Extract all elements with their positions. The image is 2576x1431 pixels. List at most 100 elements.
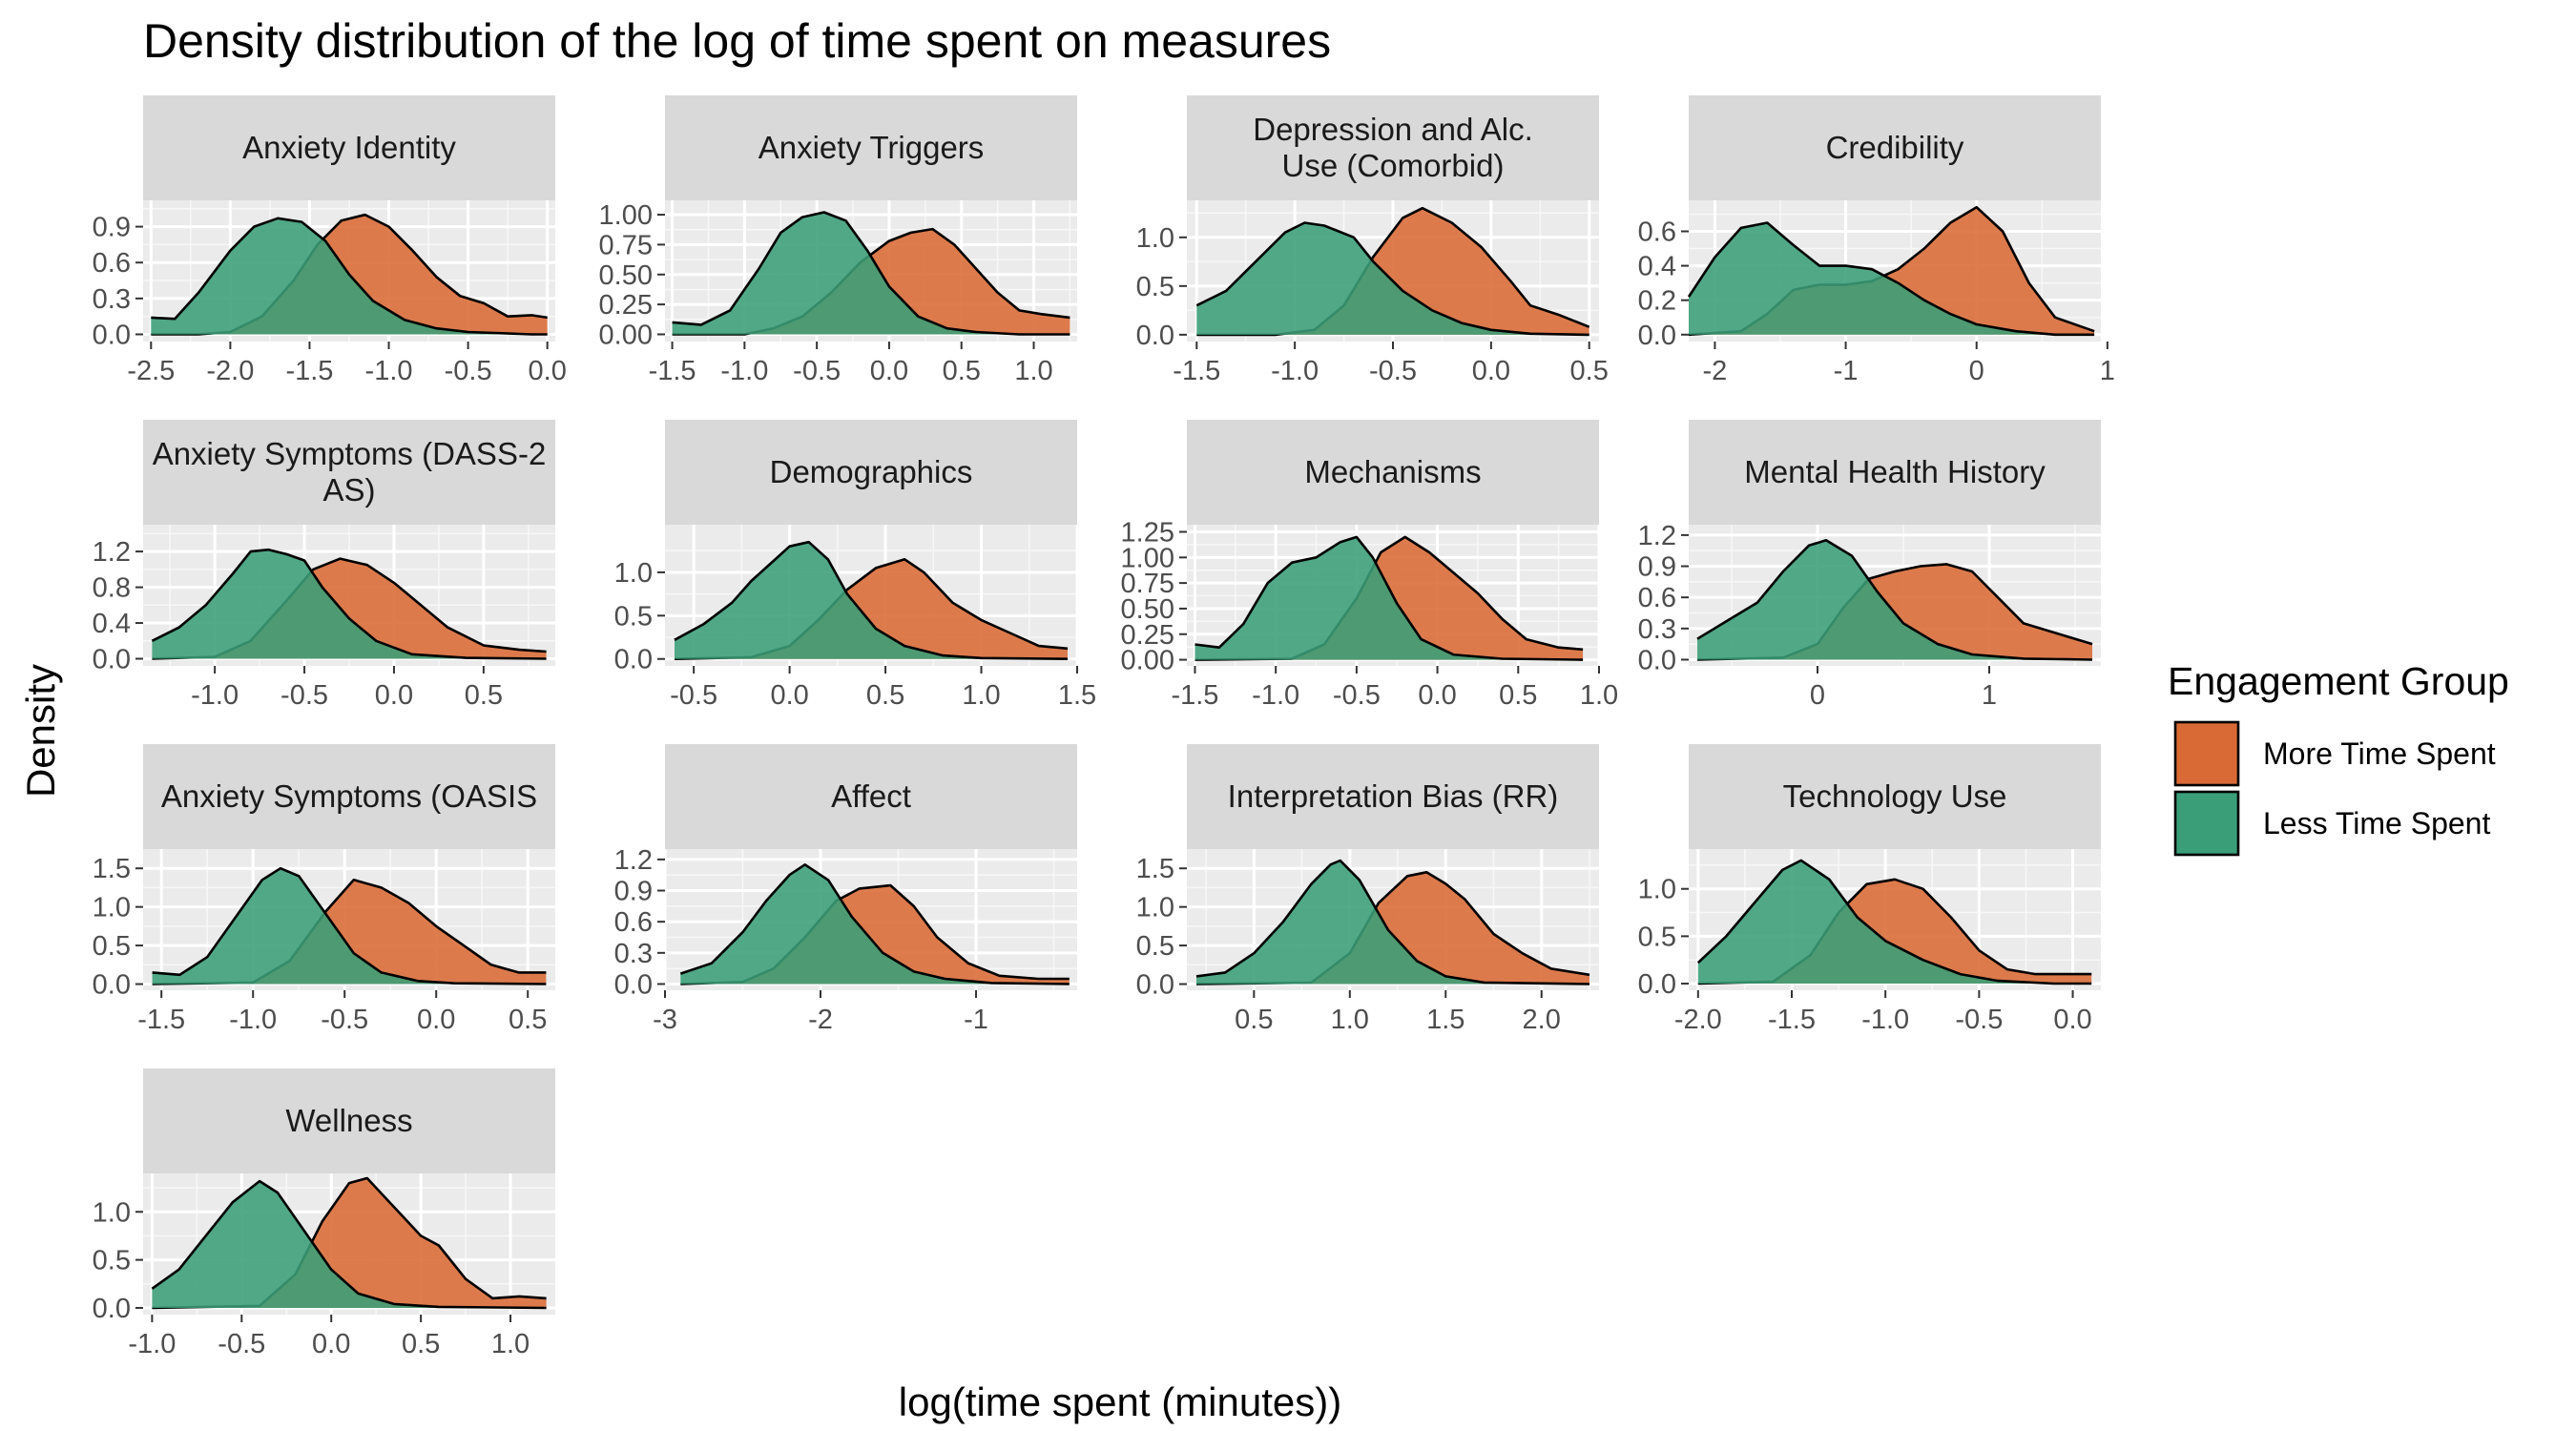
facet-strip [143,1068,555,1173]
density-area-more-time-spent [675,559,1068,659]
y-tick-label: 0.5 [1136,931,1174,962]
x-tick-label: -3 [653,1005,677,1035]
panel-depression-and-alc-use-comorbid: Depression and Alc.Use (Comorbid) -1.5 -1.… [1136,95,1609,386]
x-tick-label: -0.5 [1955,1005,2003,1035]
panel-anxiety-symptoms-oasis: Anxiety Symptoms (OASIS -1.5 -1.0 -0.5 0.0 0.… [93,744,555,1035]
y-tick-label: 1.2 [614,845,653,876]
y-tick-label: 1.5 [93,854,131,884]
facet-strip-label: Demographics [770,454,973,489]
y-tick-label: 0.6 [1638,217,1676,247]
density-line-less-time-spent [152,866,547,985]
density-line-less-time-spent [1696,859,2092,985]
y-tick-label: 0.9 [1638,552,1676,583]
facet-strip-label: Depression and Alc. [1253,112,1533,147]
x-tick-label: 1.0 [962,680,1000,711]
x-tick-label: -1.0 [365,356,413,386]
y-tick-label: 0.0 [1638,969,1676,1000]
x-tick-label: 1.5 [1058,680,1096,711]
y-tick-label: 0.0 [93,320,131,350]
y-tick-label: 1.5 [1136,854,1174,884]
x-tick-label: 1.0 [1580,680,1618,711]
y-tick-label: 0.25 [1121,620,1174,651]
legend-key-more-time-spent [2173,720,2240,787]
density-area-more-time-spent [152,1178,547,1308]
facet-strip-label: Mechanisms [1304,454,1481,489]
density-area-more-time-spent [1196,872,1589,985]
y-tick-label: 0.3 [614,939,653,969]
density-area-more-time-spent [1196,208,1589,335]
y-tick-label: 1.0 [1136,223,1174,254]
facet-strip-label: Technology Use [1783,778,2007,814]
x-tick-label: 0.5 [465,680,503,711]
x-tick-label: 1.0 [1014,356,1052,386]
facet-strip [1689,744,2101,849]
density-line-less-time-spent [1195,221,1589,337]
x-tick-label: 0.0 [417,1005,455,1035]
panel-anxiety-triggers: Anxiety Triggers -1.5 -1.0 -0.5 0.0 0.5 1.0 0.0… [599,95,1077,386]
y-tick-label: 0.0 [614,969,653,1000]
chart-title: Density distribution of the log of time … [143,14,1331,68]
x-tick-label: 0 [1810,680,1825,711]
x-tick-label: -1.0 [1271,356,1319,386]
density-line-less-time-spent [674,540,1069,660]
x-tick-label: 0.5 [1570,356,1609,386]
facet-strip-label: Anxiety Triggers [758,130,985,165]
density-area-more-time-spent [680,885,1070,985]
facet-strip-label: Wellness [285,1103,412,1138]
legend-label-less-time-spent: Less Time Spent [2263,806,2490,840]
y-tick-label: 0.6 [93,248,131,279]
y-tick-label: 0.25 [599,290,653,321]
x-tick-label: 2.0 [1523,1005,1561,1035]
y-tick-label: 0.50 [599,260,653,291]
density-area-less-time-spent [1196,222,1589,335]
facet-strip [1187,744,1599,849]
x-tick-label: -1.5 [1173,356,1220,386]
y-tick-label: 1.0 [1638,875,1676,905]
facet-strip-label: Credibility [1826,130,1964,165]
x-tick-label: -2.0 [206,356,254,386]
y-tick-label: 0.0 [1638,321,1676,351]
x-tick-label: 0.5 [509,1005,547,1035]
facet-strip-label: Mental Health History [1744,454,2046,489]
x-tick-label: -0.5 [670,680,717,711]
x-tick-label: 1 [2100,356,2115,386]
x-tick-label: 0.0 [529,356,567,386]
x-tick-label: -1.0 [229,1005,277,1035]
x-tick-label: -2 [1703,356,1728,386]
density-area-less-time-spent [152,550,547,659]
x-tick-label: 0.0 [312,1329,350,1359]
density-area-less-time-spent [672,212,1070,335]
y-tick-label: 0.3 [93,284,131,315]
y-tick-label: 1.2 [1638,521,1676,551]
y-tick-label: 1.0 [614,558,653,589]
x-tick-label: 0.0 [1472,356,1510,386]
density-line-less-time-spent [151,548,547,660]
density-area-less-time-spent [1697,860,2092,984]
x-tick-label: -1.0 [1252,680,1299,711]
x-tick-label: -0.5 [218,1329,265,1359]
panel-anxiety-identity: Anxiety Identity -2.5 -2.0 -1.5 -1.0 -0.5 0.0 0… [93,95,567,386]
y-tick-label: 1.00 [1121,543,1174,573]
x-tick-label: -1.5 [649,356,696,386]
x-tick-label: -1.0 [128,1329,176,1359]
panel-anxiety-symptoms-dass-21-as: Anxiety Symptoms (DASS-2AS) -1.0 -0.5 0.0 0.… [93,420,555,711]
panel-wellness: Wellness -1.0 -0.5 0.0 0.5 1.0 0.0 0.5 1.0 [93,1068,555,1359]
facet-strip [1689,420,2101,525]
x-tick-label: 0.0 [770,680,808,711]
x-tick-label: -1.0 [1861,1005,1909,1035]
x-tick-label: -2.0 [1674,1005,1722,1035]
y-tick-label: 0.2 [1638,286,1676,317]
x-axis-title: log(time spent (minutes)) [899,1379,1341,1424]
y-tick-label: 0.0 [1136,321,1174,351]
facet-strip [143,95,555,200]
y-tick-label: 0.8 [93,573,131,604]
panel-mechanisms: Mechanisms-1.5 -1.0 -0.5 0.0 0.5 1.00.000.250… [1121,420,1618,711]
panel-demographics: Demographics -0.5 0.0 0.5 1.0 1.5 0.0 0.5 1.0 [614,420,1096,711]
x-tick-label: 0.5 [402,1329,440,1359]
y-tick-label: 0.0 [1136,970,1174,1001]
facet-strip [1689,95,2101,200]
density-area-less-time-spent [680,864,1070,985]
y-tick-label: 0.75 [599,230,653,260]
x-tick-label: 0 [1969,356,1984,386]
x-tick-label: 0.5 [1499,680,1537,711]
